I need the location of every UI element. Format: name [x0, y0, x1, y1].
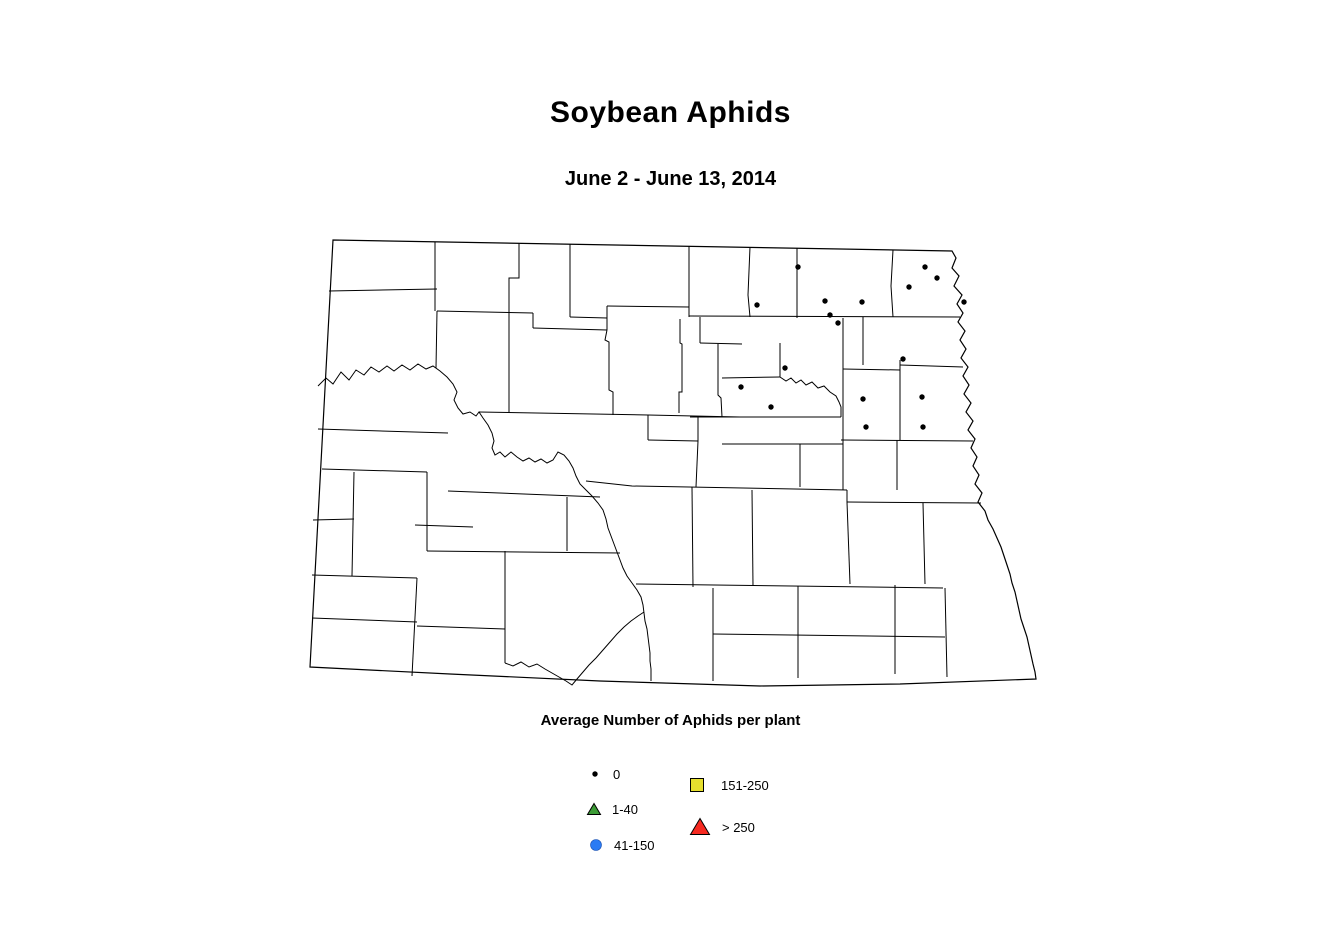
county-boundary [532, 327, 608, 331]
sample-point [795, 264, 801, 270]
county-boundary [944, 587, 948, 678]
county-boundary [842, 368, 901, 371]
small-dot-icon [592, 771, 598, 777]
sample-point [859, 299, 865, 305]
blue-circle-icon [590, 839, 602, 851]
legend-title: Average Number of Aphids per plant [540, 712, 801, 729]
chart-subtitle: June 2 - June 13, 2014 [564, 168, 777, 190]
county-boundary [922, 502, 926, 585]
county-boundary [779, 376, 842, 417]
county-boundary [426, 550, 621, 554]
sample-point [934, 275, 940, 281]
sample-point [827, 312, 833, 318]
county-boundary [311, 617, 418, 623]
sample-point [961, 299, 967, 305]
county-boundary [695, 440, 699, 488]
river-line [504, 611, 645, 686]
county-boundary [312, 518, 355, 521]
county-boundary [321, 468, 428, 473]
legend-label: 1-40 [612, 801, 639, 817]
county-boundary [846, 501, 851, 585]
county-boundary [585, 480, 848, 491]
county-boundary [890, 249, 894, 318]
county-boundary [721, 376, 781, 379]
county-boundary [508, 243, 520, 312]
county-boundary [411, 577, 418, 677]
county-boundary [414, 524, 474, 528]
county-boundary [717, 344, 723, 418]
yellow-square-icon [690, 778, 704, 792]
sample-point [863, 424, 869, 430]
county-boundary [899, 364, 964, 368]
county-boundary [699, 342, 743, 345]
sample-point [900, 356, 906, 362]
county-boundary [447, 490, 601, 498]
sample-point [919, 394, 925, 400]
legend-label: 0 [613, 766, 621, 782]
sample-point [906, 284, 912, 290]
county-boundary [606, 305, 690, 308]
sample-point [782, 365, 788, 371]
county-boundary [328, 288, 438, 292]
county-boundary [635, 583, 944, 589]
county-boundary [712, 633, 946, 638]
county-boundary [840, 439, 974, 442]
county-boundary [691, 486, 694, 588]
sample-point [738, 384, 744, 390]
sample-point [860, 396, 866, 402]
county-boundary [846, 501, 982, 504]
sample-point [754, 302, 760, 308]
sample-point [822, 298, 828, 304]
county-boundary [416, 625, 506, 630]
county-boundary [688, 315, 961, 318]
legend-item-41-150: 41-150 [584, 833, 654, 857]
sample-point [835, 320, 841, 326]
chart-title: Soybean Aphids [550, 96, 791, 129]
red-triangle-icon [689, 817, 711, 835]
county-boundary [317, 428, 449, 434]
green-triangle-icon [586, 802, 602, 815]
legend-item-gt-250: > 250 [688, 815, 755, 839]
river-line [317, 363, 652, 681]
legend-item-151-250: 151-250 [685, 773, 769, 797]
legend-item-0: 0 [583, 762, 620, 786]
county-boundary [604, 329, 614, 415]
county-boundary [647, 439, 699, 442]
county-boundary [747, 246, 751, 318]
state-outline [309, 239, 1037, 687]
county-boundary [435, 310, 438, 369]
legend-label: > 250 [722, 819, 755, 835]
county-boundary [436, 310, 534, 314]
county-boundary [678, 319, 683, 413]
county-boundary [311, 574, 418, 579]
county-boundary [569, 316, 608, 319]
legend-label: 151-250 [721, 777, 769, 793]
sample-point [922, 264, 928, 270]
legend-item-1-40: 1-40 [582, 797, 638, 821]
sample-point [920, 424, 926, 430]
sample-point [768, 404, 774, 410]
county-boundary [351, 471, 355, 577]
county-boundary [751, 489, 754, 587]
legend-label: 41-150 [614, 837, 655, 853]
